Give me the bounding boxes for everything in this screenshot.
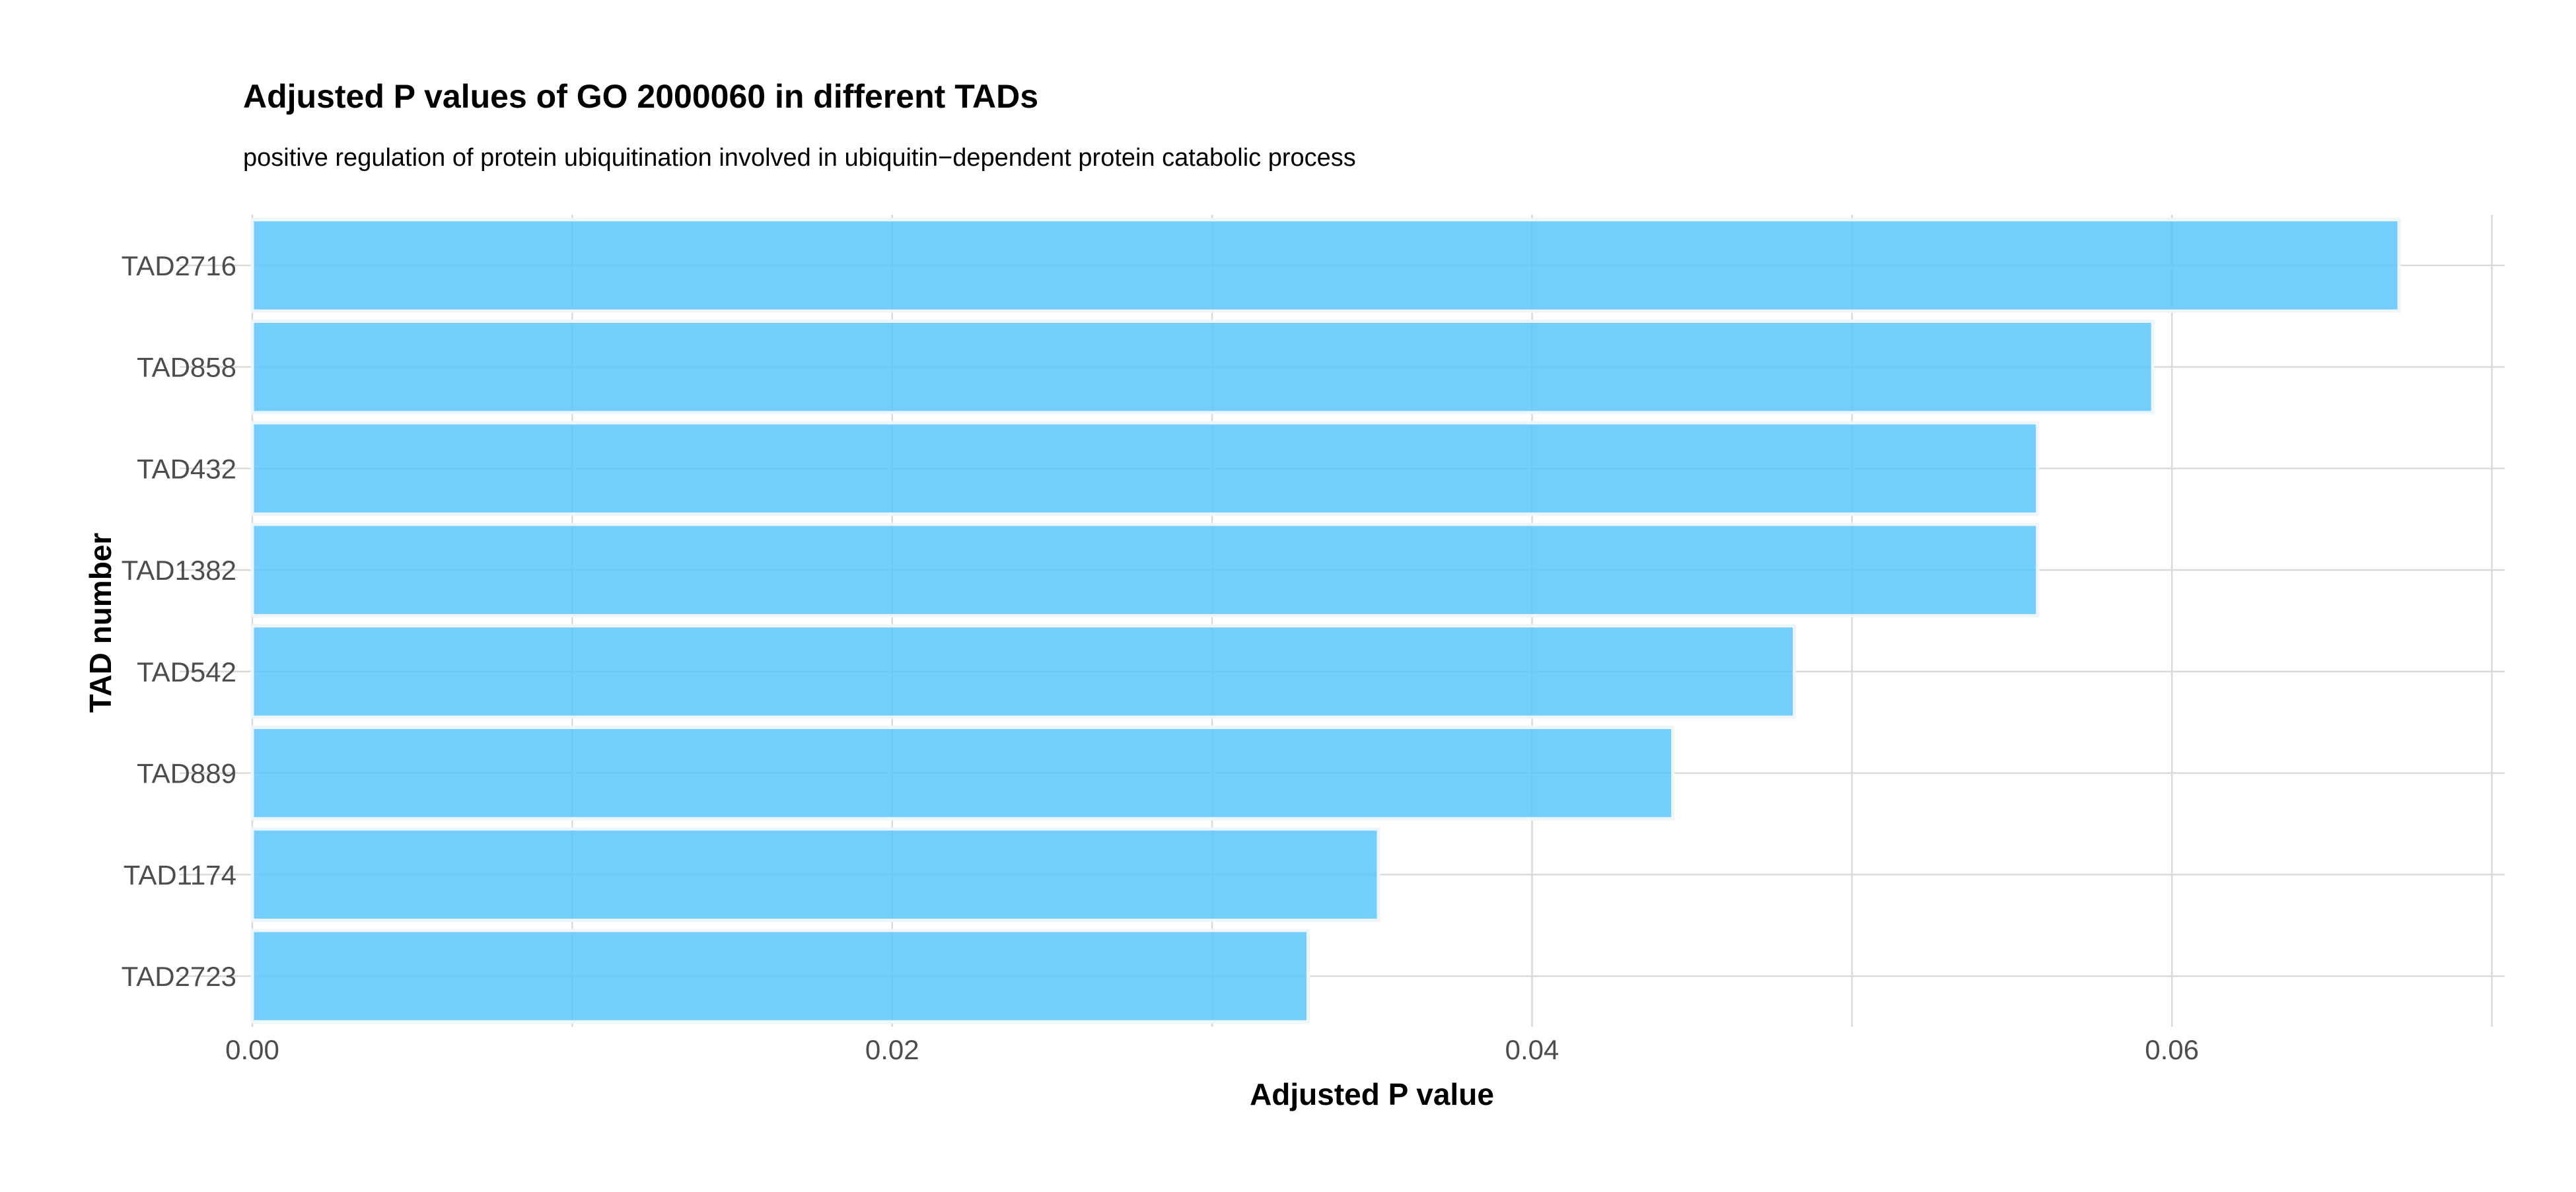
- bar-tad1382: [250, 522, 2040, 617]
- y-tick-label: TAD889: [137, 758, 236, 789]
- y-axis-title: TAD number: [83, 533, 118, 713]
- x-axis-title: Adjusted P value: [1250, 1077, 1494, 1111]
- y-tick-label: TAD858: [137, 352, 236, 383]
- x-tick-label: 0.00: [225, 1034, 279, 1065]
- bar-tad858: [250, 319, 2155, 415]
- x-tick-label: 0.04: [1505, 1034, 1559, 1065]
- x-tick-label: 0.06: [2145, 1034, 2199, 1065]
- y-tick-label: TAD2723: [122, 961, 236, 992]
- y-tick-label: TAD2716: [122, 250, 236, 281]
- bar-tad542: [250, 624, 1797, 719]
- y-tick-label: TAD1382: [122, 555, 236, 586]
- y-tick-labels: TAD2716 TAD858 TAD432 TAD1382 TAD542 TAD889 TA…: [122, 250, 236, 992]
- y-tick-label: TAD1174: [124, 859, 236, 890]
- x-tick-labels: 0.00 0.02 0.04 0.06: [225, 1034, 2199, 1065]
- y-tick-label: TAD432: [137, 453, 236, 484]
- y-tick-label: TAD542: [137, 656, 236, 687]
- bar-tad889: [250, 725, 1675, 821]
- bar-tad2723: [250, 929, 1310, 1024]
- bar-tad432: [250, 421, 2040, 516]
- bar-tad1174: [250, 827, 1380, 923]
- chart-title: Adjusted P values of GO 2000060 in diffe…: [243, 78, 1038, 115]
- chart-subtitle: positive regulation of protein ubiquitin…: [243, 144, 1356, 172]
- bar-tad2716: [250, 218, 2401, 313]
- x-tick-label: 0.02: [865, 1034, 919, 1065]
- bars: [250, 218, 2401, 1024]
